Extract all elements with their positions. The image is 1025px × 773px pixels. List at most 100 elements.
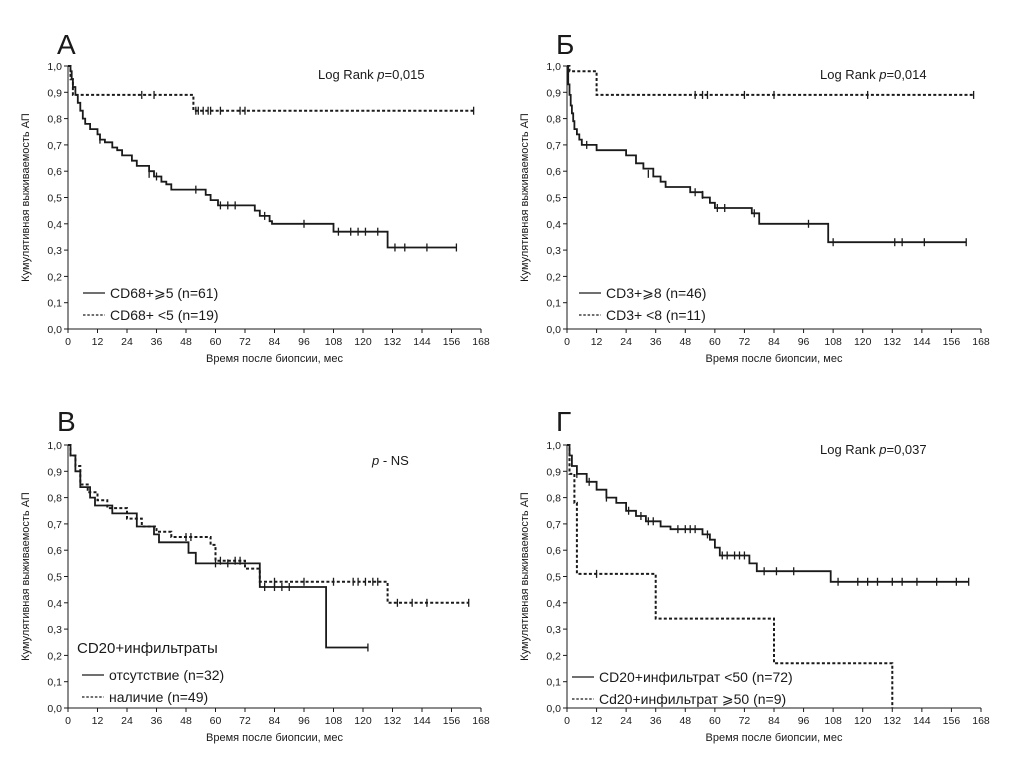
- survival-curve-2: [68, 65, 474, 112]
- y-tick-label: 1,0: [546, 61, 561, 73]
- x-tick-label: 144: [913, 336, 931, 348]
- x-tick-label: 168: [472, 336, 490, 348]
- x-tick-label: 24: [121, 715, 133, 727]
- y-tick-label: 0,9: [546, 87, 561, 99]
- y-tick-label: 0,0: [47, 703, 62, 715]
- x-tick-label: 168: [972, 715, 990, 727]
- x-tick-label: 48: [180, 336, 192, 348]
- x-tick-label: 84: [768, 336, 780, 348]
- x-tick-label: 156: [943, 336, 961, 348]
- y-tick-label: 1,0: [546, 440, 561, 452]
- x-tick-label: 108: [824, 715, 842, 727]
- logrank-annotation: p - NS: [371, 453, 409, 468]
- y-tick-label: 0,6: [47, 545, 62, 557]
- y-tick-label: 0,8: [47, 114, 62, 126]
- x-tick-label: 96: [298, 336, 310, 348]
- legend-label: Cd20+инфильтрат ⩾50 (n=9): [599, 691, 786, 707]
- x-tick-label: 96: [298, 715, 310, 727]
- legend-heading: CD20+инфильтраты: [77, 640, 218, 657]
- panel-label: В: [57, 406, 76, 437]
- y-tick-label: 0,5: [546, 572, 561, 584]
- legend-label: CD3+⩾8 (n=46): [606, 285, 706, 301]
- y-tick-label: 0,3: [47, 624, 62, 636]
- y-tick-label: 0,2: [546, 650, 561, 662]
- x-tick-label: 0: [564, 715, 570, 727]
- x-tick-label: 132: [384, 715, 402, 727]
- x-tick-label: 132: [884, 336, 902, 348]
- y-tick-label: 0,1: [47, 677, 62, 689]
- x-tick-label: 36: [151, 336, 163, 348]
- x-tick-label: 36: [151, 715, 163, 727]
- x-tick-label: 60: [210, 715, 222, 727]
- x-tick-label: 24: [121, 336, 133, 348]
- x-tick-label: 84: [768, 715, 780, 727]
- y-tick-label: 0,8: [546, 114, 561, 126]
- survival-curve-1: [68, 65, 457, 249]
- survival-curve-1: [567, 65, 967, 244]
- y-tick-label: 0,9: [47, 87, 62, 99]
- x-tick-label: 156: [443, 715, 461, 727]
- y-tick-label: 0,4: [546, 219, 561, 231]
- survival-curve-2: [567, 444, 894, 708]
- panel-label: Г: [556, 406, 571, 437]
- x-tick-label: 144: [913, 715, 931, 727]
- x-tick-label: 24: [620, 336, 632, 348]
- y-tick-label: 0,7: [546, 140, 561, 152]
- panel-1: А 0 12 24 36 48 60 72 84 96 108 120 132 144 156 168 0,0 0…: [20, 29, 490, 365]
- x-tick-label: 108: [325, 336, 343, 348]
- survival-curve-2: [68, 444, 469, 604]
- y-tick-label: 0,3: [546, 245, 561, 257]
- survival-curve-1: [68, 444, 368, 649]
- y-tick-label: 0,9: [47, 466, 62, 478]
- x-tick-label: 120: [354, 336, 372, 348]
- y-tick-label: 0,1: [546, 677, 561, 689]
- logrank-annotation: Log Rank p=0,014: [820, 67, 927, 82]
- y-axis-title: Кумулятивная выживаемость АП: [20, 113, 32, 282]
- x-tick-label: 60: [709, 336, 721, 348]
- y-tick-label: 0,2: [47, 650, 62, 662]
- panel-4: Г 0 12 24 36 48 60 72 84 96 108 120 132 144 156 168 0,0 0…: [519, 406, 990, 744]
- y-tick-label: 0,5: [546, 193, 561, 205]
- x-tick-label: 96: [798, 336, 810, 348]
- x-tick-label: 96: [798, 715, 810, 727]
- x-tick-label: 12: [92, 336, 104, 348]
- x-tick-label: 84: [269, 336, 281, 348]
- x-tick-label: 168: [972, 336, 990, 348]
- x-tick-label: 120: [854, 715, 872, 727]
- y-axis-title: Кумулятивная выживаемость АП: [519, 492, 531, 661]
- x-axis-title: Время после биопсии, мес: [706, 353, 843, 365]
- y-tick-label: 1,0: [47, 61, 62, 73]
- x-tick-label: 48: [180, 715, 192, 727]
- y-tick-label: 0,4: [546, 598, 561, 610]
- legend-label: отсутствие (n=32): [109, 667, 224, 683]
- x-tick-label: 72: [739, 336, 751, 348]
- x-tick-label: 12: [591, 715, 603, 727]
- x-tick-label: 156: [943, 715, 961, 727]
- x-tick-label: 12: [92, 715, 104, 727]
- y-tick-label: 0,9: [546, 466, 561, 478]
- y-tick-label: 0,0: [47, 324, 62, 336]
- y-tick-label: 0,6: [546, 545, 561, 557]
- x-tick-label: 0: [65, 336, 71, 348]
- x-tick-label: 36: [650, 715, 662, 727]
- panel-label: А: [57, 29, 76, 60]
- x-tick-label: 48: [679, 336, 691, 348]
- legend-label: CD68+ <5 (n=19): [110, 307, 219, 323]
- y-tick-label: 0,2: [47, 271, 62, 283]
- y-tick-label: 0,7: [47, 519, 62, 531]
- x-tick-label: 24: [620, 715, 632, 727]
- panel-3: В 0 12 24 36 48 60 72 84 96 108 120 132 144 156 168 0,0 0…: [20, 406, 490, 744]
- legend-label: CD20+инфильтрат <50 (n=72): [599, 669, 793, 685]
- x-tick-label: 120: [854, 336, 872, 348]
- x-tick-label: 72: [239, 715, 251, 727]
- x-tick-label: 120: [354, 715, 372, 727]
- legend-label: наличие (n=49): [109, 689, 208, 705]
- y-tick-label: 0,1: [546, 298, 561, 310]
- x-tick-label: 108: [325, 715, 343, 727]
- x-tick-label: 108: [824, 336, 842, 348]
- y-tick-label: 0,6: [546, 166, 561, 178]
- panel-label: Б: [556, 29, 574, 60]
- x-tick-label: 48: [679, 715, 691, 727]
- y-tick-label: 0,8: [546, 493, 561, 505]
